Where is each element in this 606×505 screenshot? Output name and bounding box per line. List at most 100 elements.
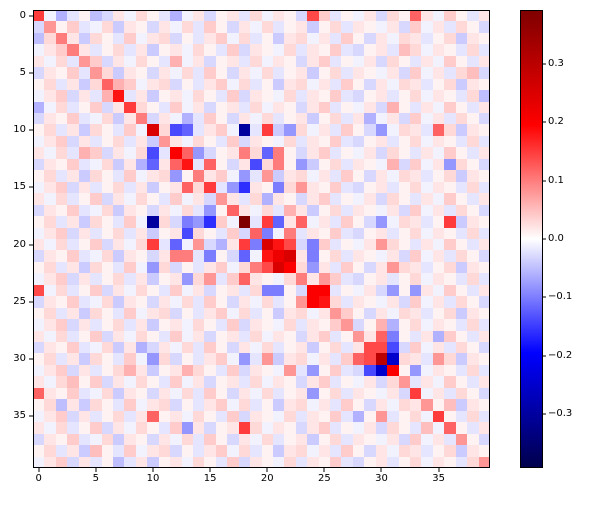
- heatmap-cell: [147, 399, 159, 411]
- heatmap-cell: [44, 10, 56, 22]
- heatmap-cell: [341, 90, 353, 102]
- heatmap-cell: [432, 44, 445, 56]
- heatmap-cell: [432, 32, 445, 45]
- heatmap-cell: [284, 55, 296, 68]
- heatmap-cell: [261, 124, 273, 136]
- colorbar-tick-mark: [542, 63, 546, 65]
- heatmap-cell: [352, 410, 365, 423]
- heatmap-cell: [352, 273, 365, 285]
- heatmap-cell: [421, 124, 433, 136]
- heatmap-cell: [295, 433, 308, 446]
- heatmap-cell: [444, 273, 456, 285]
- heatmap-cell: [478, 399, 490, 411]
- heatmap-cell: [421, 193, 433, 205]
- heatmap-cell: [124, 238, 136, 251]
- heatmap-cell: [55, 158, 68, 171]
- heatmap-cell: [135, 422, 148, 434]
- heatmap-cell: [432, 181, 445, 194]
- heatmap-cell: [272, 216, 285, 228]
- heatmap-cell: [227, 410, 239, 423]
- heatmap-cell: [410, 284, 422, 297]
- heatmap-cell: [124, 135, 136, 148]
- heatmap-cell: [170, 376, 182, 388]
- heatmap-cell: [147, 216, 159, 228]
- heatmap-cell: [147, 261, 159, 274]
- heatmap-cell: [467, 445, 479, 457]
- heatmap-cell: [330, 101, 342, 114]
- heatmap-cell: [455, 307, 468, 320]
- heatmap-cell: [410, 170, 422, 182]
- heatmap-cell: [295, 319, 308, 331]
- heatmap-cell: [67, 364, 79, 377]
- heatmap-cell: [90, 330, 102, 343]
- heatmap-cell: [318, 376, 331, 388]
- heatmap-cell: [318, 124, 331, 136]
- heatmap-cell: [204, 124, 216, 136]
- heatmap-cell: [44, 32, 56, 45]
- heatmap-cell: [124, 32, 136, 45]
- heatmap-cell: [284, 44, 296, 56]
- heatmap-cell: [192, 113, 205, 125]
- heatmap-cell: [44, 307, 56, 320]
- heatmap-cell: [398, 170, 411, 182]
- heatmap-cell: [467, 181, 479, 194]
- heatmap-cell: [410, 330, 422, 343]
- heatmap-cell: [284, 364, 296, 377]
- heatmap-cell: [261, 364, 273, 377]
- heatmap-cell: [318, 216, 331, 228]
- heatmap-cell: [215, 399, 228, 411]
- heatmap-cell: [375, 135, 388, 148]
- y-tick-label: 15: [13, 181, 26, 193]
- heatmap-cell: [352, 204, 365, 217]
- heatmap-cell: [204, 238, 216, 251]
- heatmap-cell: [478, 32, 490, 45]
- heatmap-cell: [364, 445, 376, 457]
- heatmap-cell: [307, 284, 319, 297]
- heatmap-cell: [284, 67, 296, 79]
- heatmap-cell: [112, 170, 125, 182]
- heatmap-cell: [170, 342, 182, 354]
- heatmap-cell: [135, 353, 148, 365]
- heatmap-cell: [170, 101, 182, 114]
- heatmap-cell: [101, 158, 113, 171]
- heatmap-cell: [135, 364, 148, 377]
- heatmap-cell: [33, 158, 45, 171]
- heatmap-cell: [135, 410, 148, 423]
- heatmap-cell: [238, 113, 251, 125]
- heatmap-cell: [238, 124, 251, 136]
- heatmap-cell: [421, 353, 433, 365]
- heatmap-cell: [318, 32, 331, 45]
- heatmap-cell: [192, 44, 205, 56]
- heatmap-cell: [330, 445, 342, 457]
- heatmap-cell: [147, 32, 159, 45]
- heatmap-cell: [238, 55, 251, 68]
- heatmap-cell: [55, 273, 68, 285]
- heatmap-cell: [307, 216, 319, 228]
- heatmap-cell: [398, 90, 411, 102]
- heatmap-cell: [192, 353, 205, 365]
- heatmap-cell: [307, 204, 319, 217]
- heatmap-cell: [307, 307, 319, 320]
- heatmap-cell: [158, 330, 171, 343]
- heatmap-cell: [78, 55, 91, 68]
- heatmap-cell: [307, 330, 319, 343]
- heatmap-cell: [158, 273, 171, 285]
- heatmap-cell: [421, 330, 433, 343]
- heatmap-cell: [432, 193, 445, 205]
- heatmap-cell: [44, 364, 56, 377]
- heatmap-cell: [410, 55, 422, 68]
- heatmap-cell: [432, 227, 445, 239]
- heatmap-cell: [215, 307, 228, 320]
- heatmap-cell: [192, 158, 205, 171]
- heatmap-cell: [398, 250, 411, 262]
- heatmap-cell: [181, 21, 193, 33]
- heatmap-cell: [181, 422, 193, 434]
- heatmap-cell: [67, 55, 79, 68]
- heatmap-cell: [261, 250, 273, 262]
- heatmap-cell: [410, 216, 422, 228]
- heatmap-cell: [44, 284, 56, 297]
- heatmap-cell: [227, 273, 239, 285]
- heatmap-cell: [387, 181, 399, 194]
- heatmap-cell: [387, 101, 399, 114]
- heatmap-cell: [181, 135, 193, 148]
